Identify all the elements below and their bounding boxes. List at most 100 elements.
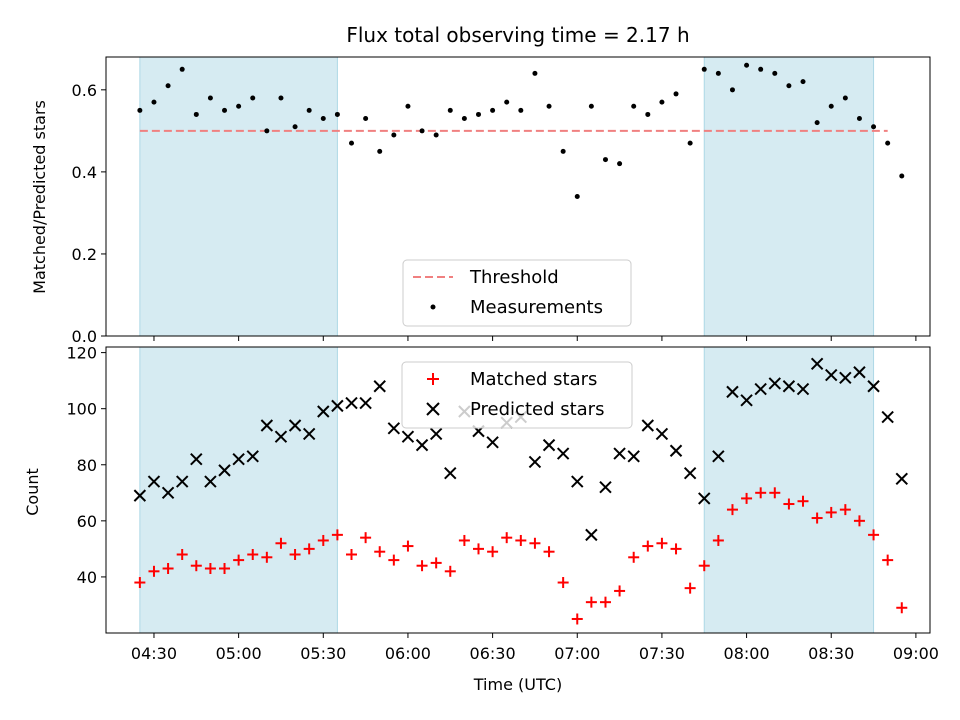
- measurement-point: [885, 140, 891, 146]
- measurement-point: [729, 87, 735, 93]
- predicted-stars-point: [302, 427, 316, 441]
- measurement-point: [461, 116, 467, 122]
- x-tick-label: 08:00: [724, 644, 770, 663]
- predicted-stars-point: [768, 377, 782, 390]
- measurement-point: [222, 107, 228, 113]
- predicted-stars-point: [571, 475, 584, 488]
- matched-stars-point: [134, 577, 146, 589]
- predicted-stars-point: [401, 430, 415, 443]
- predicted-stars-point: [373, 380, 386, 393]
- predicted-stars-point: [387, 422, 401, 435]
- matched-stars-point: [698, 560, 710, 572]
- x-tick-label: 07:00: [554, 644, 600, 663]
- measurement-point: [659, 99, 665, 105]
- predicted-stars-point: [331, 399, 344, 413]
- x-axis-label: Time (UTC): [473, 675, 562, 694]
- bottom-y-axis-label: Count: [23, 468, 42, 516]
- matched-stars-point: [388, 554, 400, 566]
- top-panel: 0.0 0.2 0.4 0.6 Matched/Predicted stars Thr…: [30, 56, 931, 346]
- measurement-point: [490, 107, 496, 113]
- predicted-stars-point: [415, 438, 429, 452]
- matched-stars-point: [599, 596, 611, 608]
- measurement-point: [405, 103, 411, 109]
- measurement-point: [687, 140, 693, 146]
- predicted-stars-point: [429, 427, 443, 441]
- matched-stars-point: [585, 596, 597, 608]
- measurement-point: [871, 124, 877, 130]
- measurement-point: [673, 91, 679, 97]
- measurement-point: [856, 116, 862, 122]
- measurement-point: [842, 95, 848, 101]
- bottom-y-tick-label: 60: [77, 512, 97, 531]
- predicted-stars-point: [796, 382, 810, 396]
- x-tick-label: 05:30: [300, 644, 346, 663]
- matched-stars-point: [670, 543, 682, 555]
- predicted-stars-point: [528, 455, 542, 469]
- predicted-stars-point: [175, 475, 189, 488]
- predicted-stars-point: [867, 380, 880, 393]
- legend-predicted-swatch: [426, 402, 440, 416]
- measurement-point: [278, 95, 284, 101]
- measurement-point: [264, 128, 270, 134]
- measurement-point: [772, 70, 778, 76]
- matched-stars-point: [755, 487, 767, 499]
- matched-stars-point: [741, 492, 753, 504]
- matched-stars-point: [190, 560, 202, 572]
- measurement-point: [419, 128, 425, 134]
- matched-stars-point: [162, 563, 174, 575]
- bottom-y-tick-label: 120: [66, 344, 97, 363]
- predicted-stars-point: [627, 450, 640, 463]
- measurement-point: [320, 116, 326, 122]
- matched-stars-point: [529, 537, 541, 549]
- predicted-stars-point: [585, 528, 598, 542]
- measurement-point: [532, 70, 538, 76]
- matched-stars-point: [614, 585, 626, 597]
- x-tick-label: 06:00: [385, 644, 431, 663]
- matched-stars-point: [839, 504, 851, 516]
- measurement-point: [151, 99, 157, 105]
- measurement-point: [377, 148, 383, 154]
- predicted-stars-point: [246, 450, 259, 463]
- predicted-stars-point: [740, 394, 753, 407]
- matched-stars-point: [148, 565, 160, 577]
- measurement-point: [899, 173, 905, 179]
- measurement-point: [250, 95, 256, 101]
- predicted-stars-point: [190, 452, 203, 466]
- x-tick-label: 05:00: [216, 644, 262, 663]
- matched-stars-point: [557, 577, 569, 589]
- matched-stars-point: [501, 532, 513, 544]
- matched-stars-point: [331, 529, 343, 541]
- predicted-stars-point: [613, 447, 626, 460]
- predicted-stars-point: [754, 382, 767, 396]
- measurement-point: [518, 107, 524, 113]
- predicted-stars-point: [204, 475, 217, 488]
- measurement-point: [800, 79, 806, 85]
- measurement-point: [715, 70, 721, 76]
- matched-stars-point: [472, 543, 484, 555]
- matched-stars-point: [882, 554, 894, 566]
- measurement-point: [193, 111, 199, 117]
- matched-stars-point: [515, 534, 527, 546]
- measurement-point: [165, 83, 171, 89]
- x-tick-label: 06:30: [470, 644, 516, 663]
- matched-stars-point: [289, 548, 301, 560]
- x-tick-label: 04:30: [131, 644, 177, 663]
- measurement-point: [645, 111, 651, 117]
- matched-stars-point: [811, 512, 823, 524]
- shaded-interval: [139, 56, 338, 337]
- matched-stars-point: [261, 551, 273, 563]
- top-y-tick-label: 0.2: [72, 245, 97, 264]
- top-y-tick-label: 0.0: [72, 327, 97, 346]
- measurement-point: [588, 103, 594, 109]
- predicted-stars-point: [825, 368, 838, 382]
- measurement-point: [349, 140, 355, 146]
- matched-stars-point: [430, 557, 442, 569]
- measurement-point: [814, 120, 820, 126]
- measurement-point: [560, 148, 566, 154]
- matched-stars-point: [726, 504, 738, 516]
- measurement-point: [574, 194, 580, 199]
- matched-stars-point: [628, 551, 640, 563]
- legend-predicted-label: Predicted stars: [470, 399, 604, 420]
- matched-stars-point: [233, 554, 245, 566]
- legend-measurements-swatch: [430, 304, 436, 310]
